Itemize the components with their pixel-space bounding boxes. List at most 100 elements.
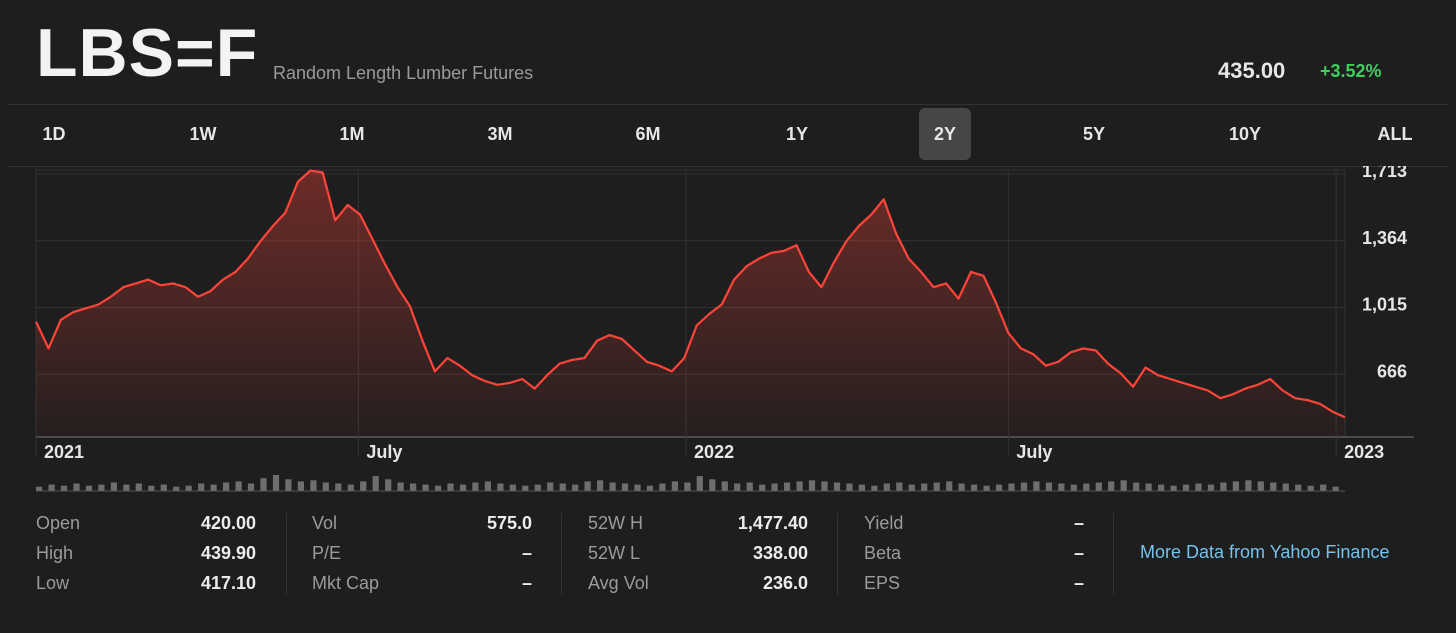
stats-separator [561, 513, 562, 595]
volume-bar [522, 485, 529, 491]
volume-bar [995, 484, 1003, 491]
stat-value: – [1073, 573, 1084, 593]
stat-value: – [1073, 543, 1084, 563]
volume-bar [597, 480, 604, 491]
stat-row: High 439.90 [36, 543, 256, 567]
volume-bar [1245, 480, 1252, 491]
range-2y[interactable]: 2Y [919, 108, 971, 160]
stats-col-3: 52W H 1,477.40 52W L 338.00 Avg Vol 236.0 [588, 505, 808, 600]
volume-bar [1120, 480, 1127, 491]
volume-bar [385, 479, 392, 491]
stat-value: 236.0 [762, 573, 808, 593]
volume-bar [1295, 484, 1302, 491]
range-divider [8, 166, 1448, 167]
stat-row: EPS – [864, 573, 1084, 597]
stat-row: 52W L 338.00 [588, 543, 808, 567]
volume-bar [235, 481, 242, 491]
volume-bar [908, 484, 915, 491]
stat-row: Vol 575.0 [312, 513, 532, 537]
range-1d[interactable]: 1D [42, 124, 66, 144]
volume-bars [36, 475, 1345, 492]
volume-bar [946, 481, 953, 491]
volume-bar [1083, 483, 1090, 491]
volume-bar [1008, 483, 1015, 491]
volume-bar [1182, 484, 1190, 491]
volume-bar [247, 483, 255, 491]
stat-value: 439.90 [200, 543, 256, 563]
volume-bar [347, 484, 354, 491]
volume-bar [871, 485, 878, 491]
volume-bar [821, 481, 828, 491]
stat-value: – [521, 573, 532, 593]
volume-bar [285, 479, 292, 491]
volume-bar [472, 482, 479, 491]
instrument-name: Random Length Lumber Futures [273, 63, 534, 83]
range-1y[interactable]: 1Y [785, 124, 809, 144]
range-10y[interactable]: 10Y [1228, 124, 1262, 144]
volume-bar [322, 482, 329, 491]
volume-bar [1058, 483, 1065, 491]
volume-bar [185, 485, 192, 491]
volume-bar [771, 483, 778, 491]
volume-bar [1070, 484, 1077, 491]
x-tick-label: 2022 [694, 442, 734, 462]
stat-row: Mkt Cap – [312, 573, 532, 597]
volume-bar [484, 481, 491, 491]
stats-col-4: Yield – Beta – EPS – [864, 505, 1084, 600]
volume-bar [1133, 482, 1140, 491]
volume-bar [983, 485, 990, 491]
volume-bar [1332, 486, 1339, 491]
y-tick-label: 1,364 [1362, 228, 1407, 248]
volume-bar [98, 484, 105, 491]
volume-bar [1320, 484, 1327, 491]
volume-bar [721, 481, 728, 491]
header-divider [8, 104, 1448, 105]
volume-bar [372, 476, 379, 491]
volume-bar [734, 483, 741, 491]
volume-bar [173, 486, 180, 491]
volume-bar [759, 484, 766, 491]
volume-bar [971, 484, 978, 491]
volume-bar [621, 483, 629, 491]
range-1w[interactable]: 1W [189, 124, 217, 144]
volume-bar [198, 483, 205, 491]
stat-label: Yield [864, 513, 904, 533]
volume-bar [335, 483, 342, 491]
volume-bar [584, 481, 591, 491]
volume-bar [123, 484, 130, 491]
volume-bar [85, 485, 93, 491]
volume-bar [784, 482, 791, 491]
volume-bar [547, 482, 554, 491]
volume-bar [1270, 482, 1277, 491]
stat-value: 1,477.40 [737, 513, 808, 533]
range-1m[interactable]: 1M [339, 124, 365, 144]
price-area [36, 170, 1345, 437]
volume-bar [160, 484, 167, 491]
volume-bar [36, 486, 43, 491]
volume-bar [746, 482, 753, 491]
y-tick-label: 666 [1377, 361, 1407, 381]
range-6m[interactable]: 6M [635, 124, 661, 144]
volume-bar [1033, 481, 1040, 491]
stats-separator [837, 513, 838, 595]
range-5y[interactable]: 5Y [1082, 124, 1106, 144]
volume-bar [210, 484, 217, 491]
volume-bar [846, 483, 853, 491]
stat-value: – [521, 543, 532, 563]
x-tick-label: July [366, 442, 402, 462]
volume-bar [933, 482, 940, 491]
range-3m[interactable]: 3M [487, 124, 513, 144]
volume-bar [883, 483, 890, 491]
volume-bar [1232, 481, 1239, 491]
stats-col-2: Vol 575.0 P/E – Mkt Cap – [312, 505, 532, 600]
volume-bar [110, 482, 117, 491]
stat-value: 417.10 [200, 573, 256, 593]
volume-bar [497, 483, 504, 491]
price-chart[interactable]: 1,713 1,364 1,015 666 2021 July 2022 July 2023 [0, 166, 1456, 470]
volume-bar [509, 484, 516, 491]
more-data-link[interactable]: More Data from Yahoo Finance [1140, 542, 1390, 562]
volume-bar [459, 484, 467, 491]
stat-row: Low 417.10 [36, 573, 256, 597]
range-all[interactable]: ALL [1377, 124, 1413, 144]
volume-bar [447, 483, 454, 491]
